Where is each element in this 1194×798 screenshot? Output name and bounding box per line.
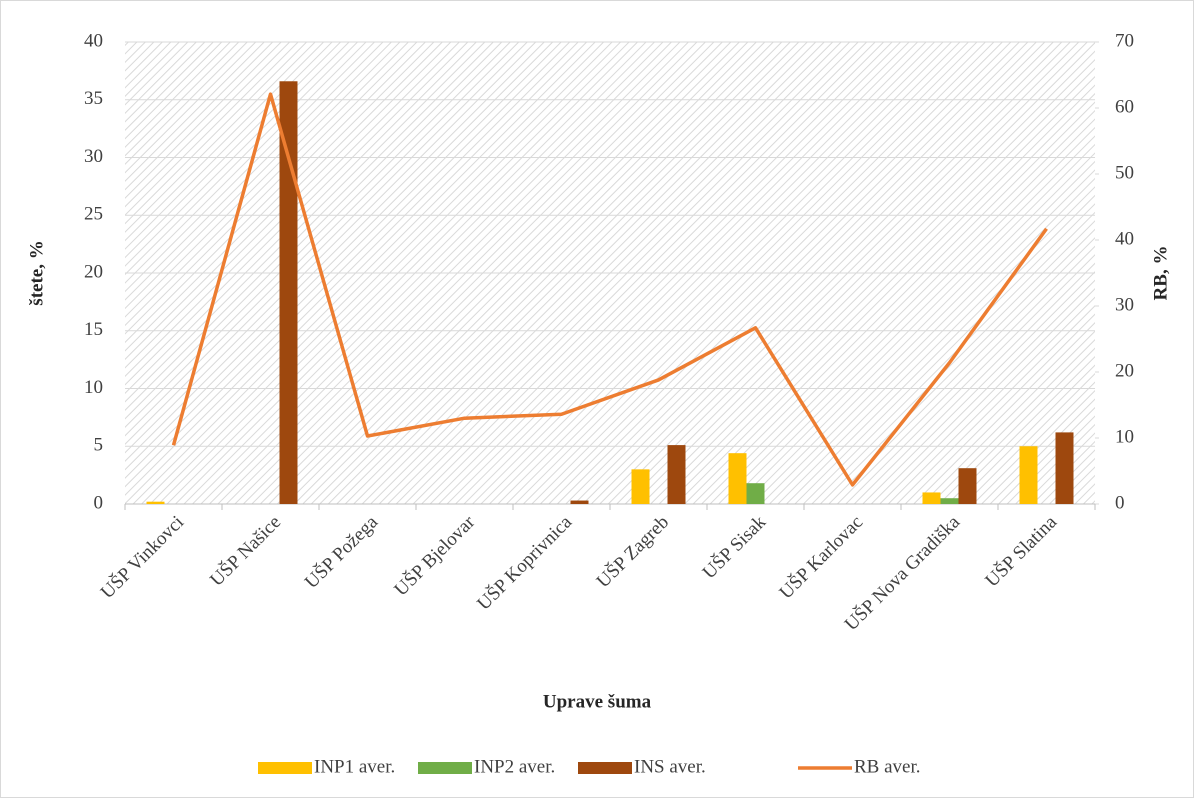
y-tick-label: 10 (84, 377, 103, 398)
bar (922, 492, 941, 504)
x-axis-title: Uprave šuma (543, 691, 652, 712)
bar (940, 498, 959, 504)
y2-tick-label: 10 (1115, 426, 1134, 447)
y-tick-label: 5 (94, 435, 104, 456)
y-tick-label: 0 (94, 492, 104, 513)
bar (958, 468, 977, 504)
y2-tick-label: 50 (1115, 162, 1134, 183)
line-series (171, 92, 1048, 487)
bar (570, 500, 589, 504)
bar (1055, 432, 1074, 504)
y-tick-label: 15 (84, 319, 103, 340)
y2-tick-label: 30 (1115, 294, 1134, 315)
y-axis-title: štete, % (26, 240, 47, 305)
y-tick-label: 30 (84, 146, 103, 167)
y2-tick-label: 40 (1115, 228, 1134, 249)
legend-label: RB aver. (854, 756, 921, 777)
bar (746, 483, 765, 504)
y-tick-label: 25 (84, 204, 103, 225)
bar (146, 501, 165, 504)
y-tick-label: 35 (84, 88, 103, 109)
legend-label: INP1 aver. (314, 756, 395, 777)
y2-tick-label: 70 (1115, 30, 1134, 51)
legend-swatch (578, 762, 632, 774)
legend-label: INP2 aver. (474, 756, 555, 777)
bar (631, 469, 650, 504)
legend-swatch (418, 762, 472, 774)
bar (1019, 446, 1038, 504)
y-tick-label: 40 (84, 30, 103, 51)
y2-tick-label: 20 (1115, 360, 1134, 381)
legend-swatch (258, 762, 312, 774)
bar (728, 453, 747, 504)
y2-axis-title: RB, % (1150, 246, 1171, 301)
legend-label: INS aver. (634, 756, 706, 777)
y2-tick-label: 60 (1115, 96, 1134, 117)
y2-tick-label: 0 (1115, 492, 1125, 513)
y-tick-label: 20 (84, 261, 103, 282)
bar (279, 81, 298, 505)
bar (667, 445, 686, 504)
